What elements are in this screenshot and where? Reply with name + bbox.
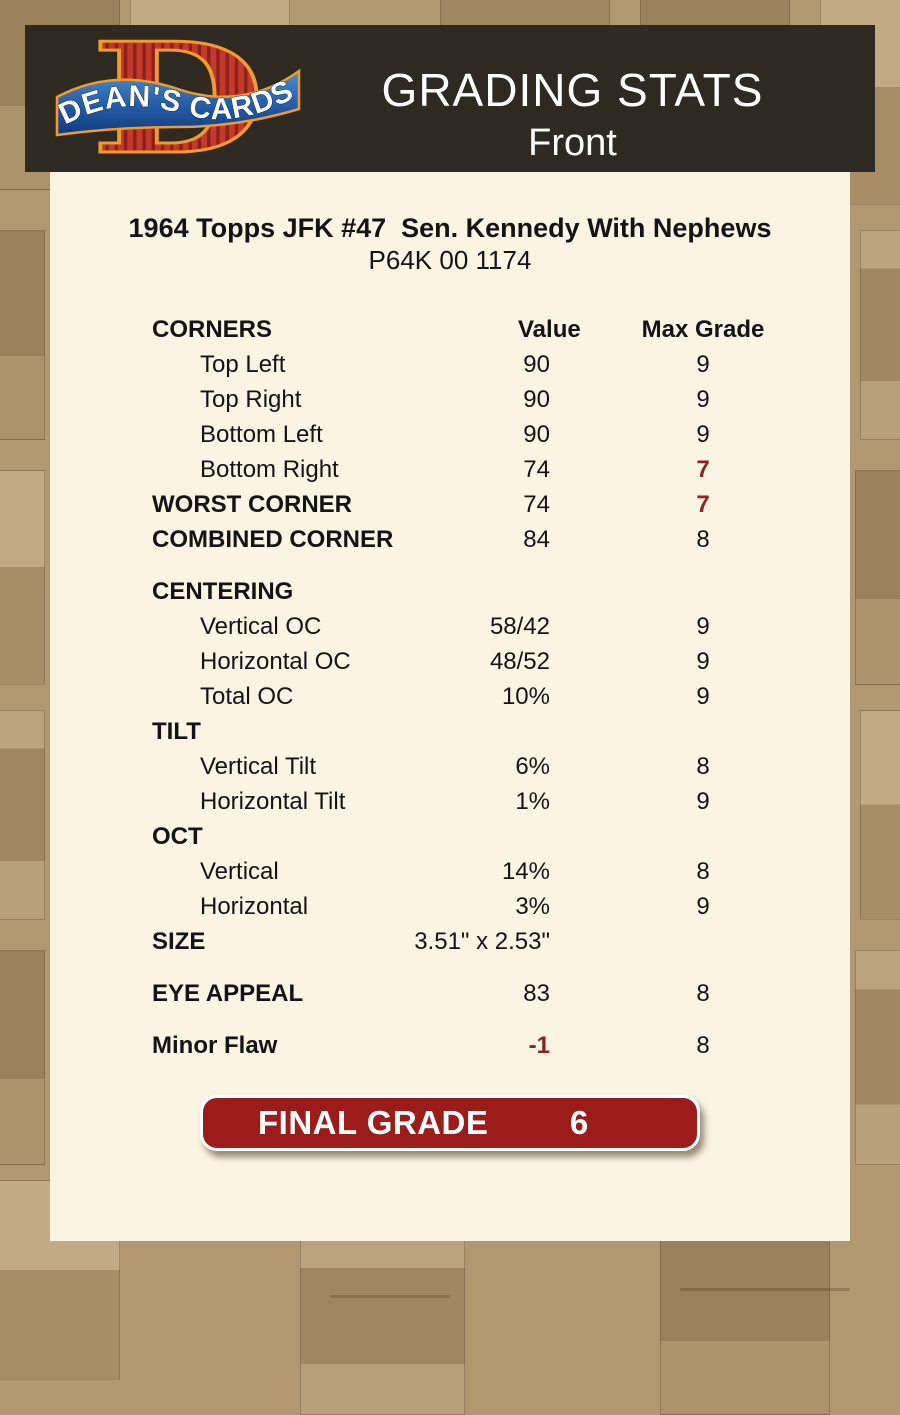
row-worst-corner: WORST CORNER 74 7 xyxy=(50,487,850,522)
row-value: 3% xyxy=(515,893,550,920)
row-horizontal-tilt: Horizontal Tilt 1% 9 xyxy=(50,784,850,819)
column-section-label: CORNERS xyxy=(152,316,273,343)
row-value: 90 xyxy=(523,386,550,413)
final-grade-value: 6 xyxy=(569,1104,589,1141)
row-bottom-left: Bottom Left 90 9 xyxy=(50,417,850,452)
background-mark xyxy=(330,1295,450,1298)
row-label: Horizontal xyxy=(200,893,309,920)
row-grade: 9 xyxy=(696,648,710,675)
row-value: 90 xyxy=(523,421,550,448)
row-grade: 9 xyxy=(696,683,710,710)
background-mark xyxy=(680,1288,850,1291)
row-label: Total OC xyxy=(200,683,294,710)
background-card xyxy=(0,710,45,920)
row-grade: 8 xyxy=(696,1032,710,1059)
row-value: 6% xyxy=(515,753,550,780)
row-value: 83 xyxy=(523,980,550,1007)
row-label: SIZE xyxy=(152,928,206,955)
final-grade-button[interactable]: FINAL GRADE 6 xyxy=(200,1095,700,1151)
row-value: 1% xyxy=(515,788,550,815)
card-title: 1964 Topps JFK #47 Sen. Kennedy With Nep… xyxy=(128,213,772,243)
table-header-row: CORNERS Value Max Grade xyxy=(50,312,850,347)
grading-table: CORNERS Value Max Grade Top Left 90 9 To… xyxy=(50,312,850,1063)
column-max-grade-label: Max Grade xyxy=(641,316,765,343)
row-vertical-oc: Vertical OC 58/42 9 xyxy=(50,609,850,644)
row-grade: 9 xyxy=(696,351,710,378)
row-label: Top Left xyxy=(200,351,286,378)
row-label: Minor Flaw xyxy=(152,1032,278,1059)
row-value: 84 xyxy=(523,526,550,553)
final-grade-label: FINAL GRADE xyxy=(258,1104,489,1141)
row-label: EYE APPEAL xyxy=(152,980,304,1007)
row-value: 74 xyxy=(523,456,550,483)
row-eye-appeal: EYE APPEAL 83 8 xyxy=(50,976,850,1011)
row-value: 3.51" x 2.53" xyxy=(414,928,550,955)
row-label: Bottom Left xyxy=(200,421,323,448)
row-oct-horizontal: Horizontal 3% 9 xyxy=(50,889,850,924)
row-label: Top Right xyxy=(200,386,302,413)
row-value: -1 xyxy=(528,1032,550,1059)
row-grade: 8 xyxy=(696,980,710,1007)
background-card xyxy=(0,950,45,1165)
background-card xyxy=(860,710,900,920)
row-grade: 9 xyxy=(696,421,710,448)
row-oct-vertical: Vertical 14% 8 xyxy=(50,854,850,889)
section-label: OCT xyxy=(152,823,203,850)
row-label: Horizontal OC xyxy=(200,648,351,675)
background-card xyxy=(855,950,900,1165)
row-value: 14% xyxy=(501,858,550,885)
row-label: Vertical OC xyxy=(200,613,322,640)
row-grade: 9 xyxy=(696,788,710,815)
section-oct: OCT xyxy=(50,819,850,854)
grading-panel: 1964 Topps JFK #47 Sen. Kennedy With Nep… xyxy=(50,172,850,1241)
background-card xyxy=(0,470,45,685)
row-horizontal-oc: Horizontal OC 48/52 9 xyxy=(50,644,850,679)
logo-ribbon xyxy=(55,68,301,137)
background-card xyxy=(860,230,900,440)
column-value-label: Value xyxy=(518,316,581,343)
row-grade: 7 xyxy=(696,456,710,483)
row-size: SIZE 3.51" x 2.53" xyxy=(50,924,850,959)
background-card xyxy=(300,1235,465,1415)
row-value: 90 xyxy=(523,351,550,378)
row-grade: 8 xyxy=(696,526,710,553)
section-label: CENTERING xyxy=(152,578,294,605)
row-label: COMBINED CORNER xyxy=(152,526,394,553)
card-code: P64K 00 1174 xyxy=(368,245,532,275)
row-vertical-tilt: Vertical Tilt 6% 8 xyxy=(50,749,850,784)
page-title: GRADING STATS xyxy=(381,64,764,116)
background-card xyxy=(855,470,900,685)
row-bottom-right: Bottom Right 74 7 xyxy=(50,452,850,487)
row-minor-flaw: Minor Flaw -1 8 xyxy=(50,1028,850,1063)
row-grade: 9 xyxy=(696,613,710,640)
background-card xyxy=(660,1230,830,1415)
row-grade: 8 xyxy=(696,858,710,885)
row-top-right: Top Right 90 9 xyxy=(50,382,850,417)
row-label: Vertical Tilt xyxy=(200,753,317,780)
section-centering: CENTERING xyxy=(50,574,850,609)
row-label: Vertical xyxy=(200,858,279,885)
row-label: Bottom Right xyxy=(200,456,339,483)
page-subtitle: Front xyxy=(528,122,617,164)
section-tilt: TILT xyxy=(50,714,850,749)
row-label: WORST CORNER xyxy=(152,491,352,518)
header-bar: D DEAN'S CARDS GRADING STATS Front xyxy=(25,25,875,172)
section-label: TILT xyxy=(152,718,201,745)
row-grade: 7 xyxy=(696,491,710,518)
row-combined-corner: COMBINED CORNER 84 8 xyxy=(50,522,850,557)
row-grade: 8 xyxy=(696,753,710,780)
row-label: Horizontal Tilt xyxy=(200,788,346,815)
row-value: 48/52 xyxy=(489,648,550,675)
row-grade: 9 xyxy=(696,386,710,413)
row-value: 58/42 xyxy=(489,613,550,640)
row-total-oc: Total OC 10% 9 xyxy=(50,679,850,714)
background-card xyxy=(0,230,45,440)
row-value: 10% xyxy=(501,683,550,710)
deans-cards-logo: D DEAN'S CARDS xyxy=(53,29,301,169)
row-grade: 9 xyxy=(696,893,710,920)
row-top-left: Top Left 90 9 xyxy=(50,347,850,382)
row-value: 74 xyxy=(523,491,550,518)
